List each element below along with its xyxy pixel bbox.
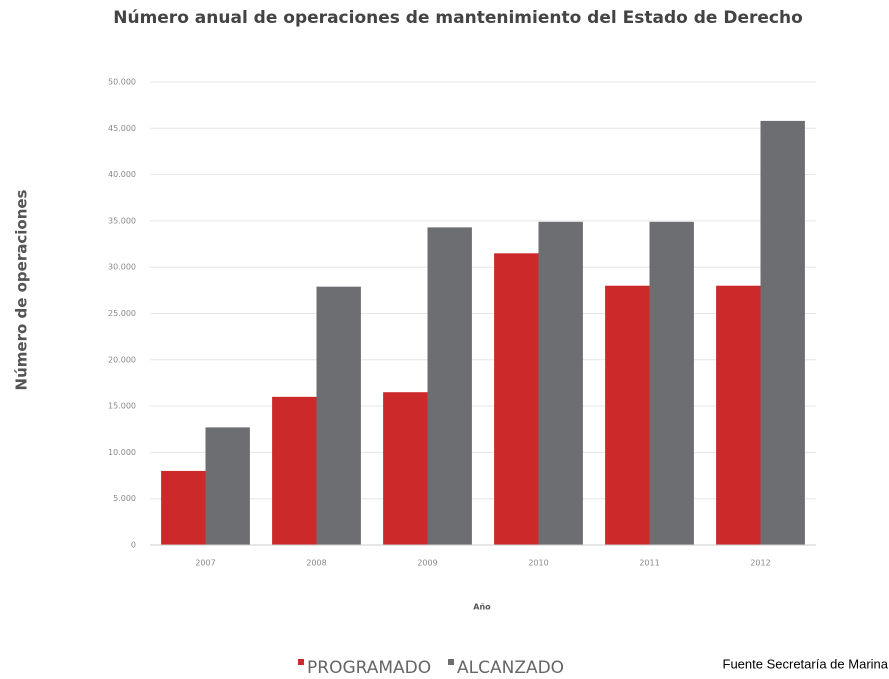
source: Fuente Secretaría de Marina <box>723 656 889 671</box>
bar <box>161 470 206 545</box>
bar <box>316 286 361 545</box>
y-tick-label: 50.000 <box>108 78 136 87</box>
x-tick-label: 2009 <box>417 559 437 568</box>
bar <box>205 427 250 545</box>
x-tick-label: 2007 <box>195 559 215 568</box>
y-tick-label: 20.000 <box>108 355 136 364</box>
legend-swatch <box>448 659 454 665</box>
x-axis-label: Año <box>473 603 491 612</box>
bar <box>383 392 428 545</box>
bar <box>272 396 317 545</box>
y-tick-label: 30.000 <box>108 263 136 272</box>
x-tick-label: 2008 <box>306 559 326 568</box>
legend-label: PROGRAMADO <box>307 658 431 678</box>
y-tick-label: 15.000 <box>108 402 136 411</box>
y-tick-label: 5.000 <box>113 494 136 503</box>
y-tick-label: 40.000 <box>108 170 136 179</box>
y-tick-label: 25.000 <box>108 309 136 318</box>
y-tick-label: 35.000 <box>108 216 136 225</box>
y-axis-label: Número de operaciones <box>13 189 31 390</box>
y-tick-label: 45.000 <box>108 124 136 133</box>
y-tick-label: 0 <box>131 541 136 550</box>
bar <box>760 120 805 545</box>
x-tick-label: 2010 <box>528 559 548 568</box>
chart-title: Número anual de operaciones de mantenimi… <box>113 8 803 28</box>
bar <box>494 253 539 545</box>
x-tick-label: 2012 <box>750 559 770 568</box>
bar <box>605 285 650 545</box>
legend-label: ALCANZADO <box>457 658 564 678</box>
x-tick-label: 2011 <box>639 559 659 568</box>
bar <box>427 227 472 545</box>
y-tick-label: 10.000 <box>108 448 136 457</box>
bar <box>538 221 583 546</box>
legend-swatch <box>298 659 304 665</box>
bar <box>716 285 761 545</box>
bar <box>649 221 694 546</box>
